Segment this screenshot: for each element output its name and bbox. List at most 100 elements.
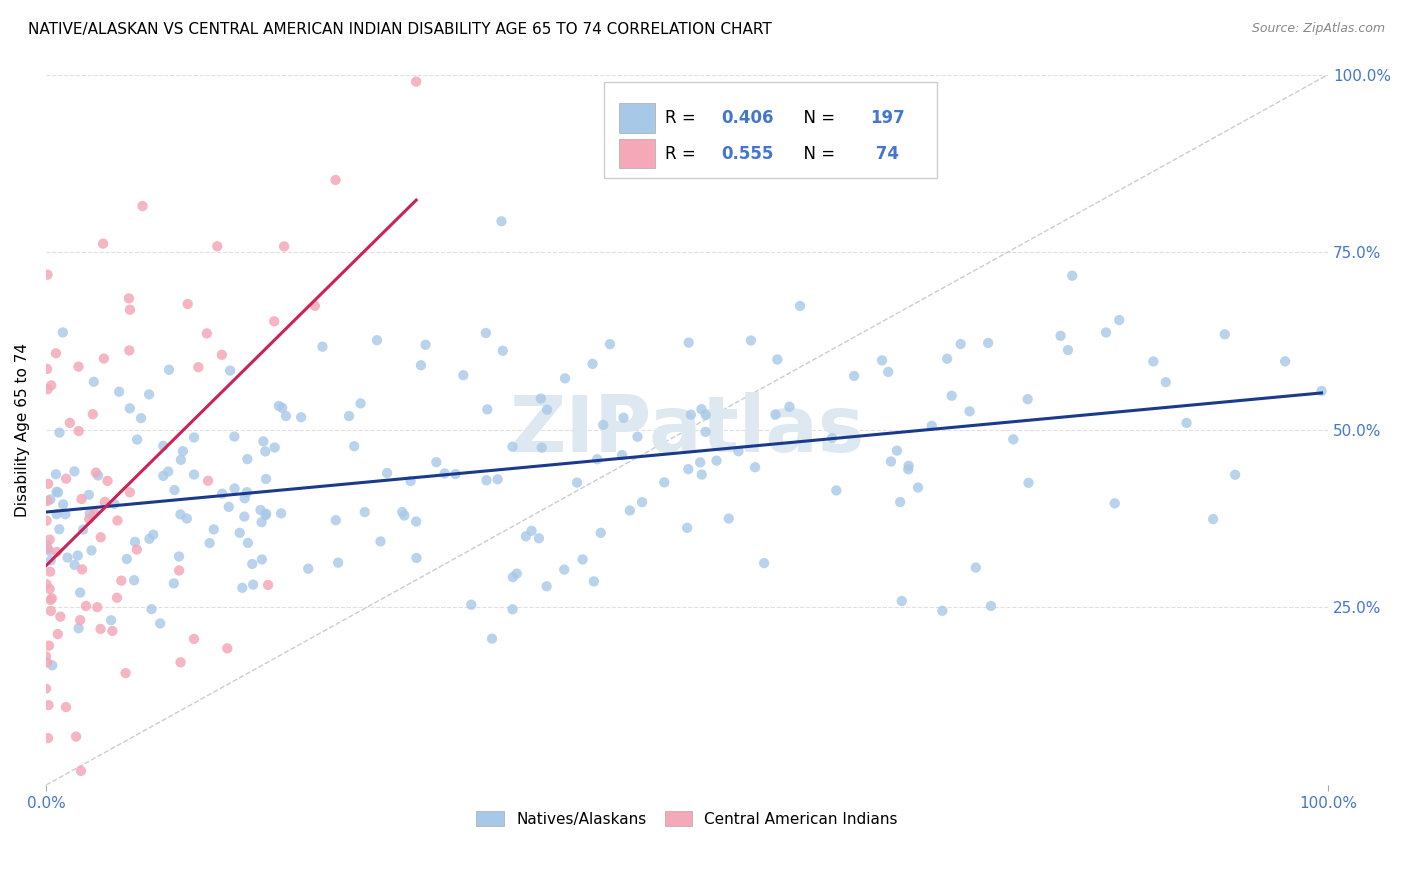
Point xyxy=(752,556,775,570)
Point xyxy=(765,408,787,422)
Text: 0.555: 0.555 xyxy=(721,145,775,162)
Point xyxy=(1095,326,1118,340)
Point xyxy=(536,402,558,417)
Point xyxy=(219,363,242,377)
Point xyxy=(959,404,981,418)
Point xyxy=(90,530,112,544)
Y-axis label: Disability Age 65 to 74: Disability Age 65 to 74 xyxy=(15,343,30,516)
Point xyxy=(45,467,67,482)
Point xyxy=(86,600,108,615)
Point xyxy=(197,474,219,488)
Point xyxy=(1154,375,1177,389)
Text: 74: 74 xyxy=(870,145,900,162)
Point xyxy=(740,334,762,348)
Point xyxy=(690,402,713,417)
Point xyxy=(391,505,413,519)
Point xyxy=(211,486,233,500)
Point xyxy=(290,410,312,425)
Point xyxy=(114,666,136,681)
Text: Source: ZipAtlas.com: Source: ZipAtlas.com xyxy=(1251,22,1385,36)
Point xyxy=(177,297,200,311)
Point xyxy=(187,360,209,375)
Point xyxy=(169,656,191,670)
Point xyxy=(481,632,503,646)
Point xyxy=(242,577,264,591)
Point xyxy=(38,533,60,547)
Point xyxy=(37,476,59,491)
Point xyxy=(679,408,702,422)
Point xyxy=(69,585,91,599)
Point xyxy=(582,574,605,589)
Point xyxy=(118,302,141,317)
Point xyxy=(38,698,60,713)
Point xyxy=(129,411,152,425)
Point xyxy=(1202,512,1225,526)
Point xyxy=(240,557,263,571)
Point xyxy=(46,627,69,641)
Point xyxy=(35,681,58,696)
Point xyxy=(103,497,125,511)
Point xyxy=(118,292,141,306)
Point xyxy=(38,639,60,653)
Point xyxy=(370,534,392,549)
Point xyxy=(842,368,865,383)
Point xyxy=(115,552,138,566)
Point xyxy=(53,508,76,522)
Point xyxy=(218,500,240,514)
Point xyxy=(37,731,59,746)
Point xyxy=(87,468,110,483)
Point xyxy=(65,730,87,744)
Point xyxy=(589,525,612,540)
Point xyxy=(254,444,277,458)
Point xyxy=(141,602,163,616)
Point xyxy=(965,560,987,574)
Text: 197: 197 xyxy=(870,109,905,127)
Point xyxy=(39,492,62,507)
Point xyxy=(415,338,437,352)
Point xyxy=(70,562,93,576)
Point xyxy=(37,382,59,396)
Point xyxy=(778,400,800,414)
Point xyxy=(274,409,297,423)
Point xyxy=(125,542,148,557)
Point xyxy=(676,521,699,535)
Point xyxy=(124,534,146,549)
Point xyxy=(183,467,205,482)
Point xyxy=(444,467,467,481)
Text: R =: R = xyxy=(665,145,702,162)
Point xyxy=(690,467,713,482)
Point xyxy=(530,441,553,455)
Point xyxy=(37,268,59,282)
Point xyxy=(105,591,128,605)
Point xyxy=(59,416,82,430)
Point xyxy=(108,384,131,399)
Point xyxy=(249,503,271,517)
Point xyxy=(433,467,456,481)
Point xyxy=(37,541,59,556)
Point xyxy=(491,214,513,228)
Point xyxy=(475,473,498,487)
Point xyxy=(93,351,115,366)
Point xyxy=(39,553,62,567)
Point xyxy=(270,506,292,520)
Point xyxy=(94,495,117,509)
Point xyxy=(880,454,903,468)
Point xyxy=(267,399,290,413)
Point xyxy=(96,474,118,488)
Point xyxy=(118,485,141,500)
Point xyxy=(506,566,529,581)
Point xyxy=(152,469,174,483)
Point xyxy=(520,524,543,538)
Point xyxy=(45,508,67,522)
Text: N =: N = xyxy=(793,145,841,162)
Point xyxy=(1175,416,1198,430)
Point xyxy=(897,458,920,473)
Point xyxy=(502,570,524,584)
Point xyxy=(233,509,256,524)
Point xyxy=(35,538,58,552)
Text: NATIVE/ALASKAN VS CENTRAL AMERICAN INDIAN DISABILITY AGE 65 TO 74 CORRELATION CH: NATIVE/ALASKAN VS CENTRAL AMERICAN INDIA… xyxy=(28,22,772,37)
Point xyxy=(228,525,250,540)
Point xyxy=(224,482,246,496)
Point xyxy=(63,464,86,478)
Point xyxy=(536,579,558,593)
